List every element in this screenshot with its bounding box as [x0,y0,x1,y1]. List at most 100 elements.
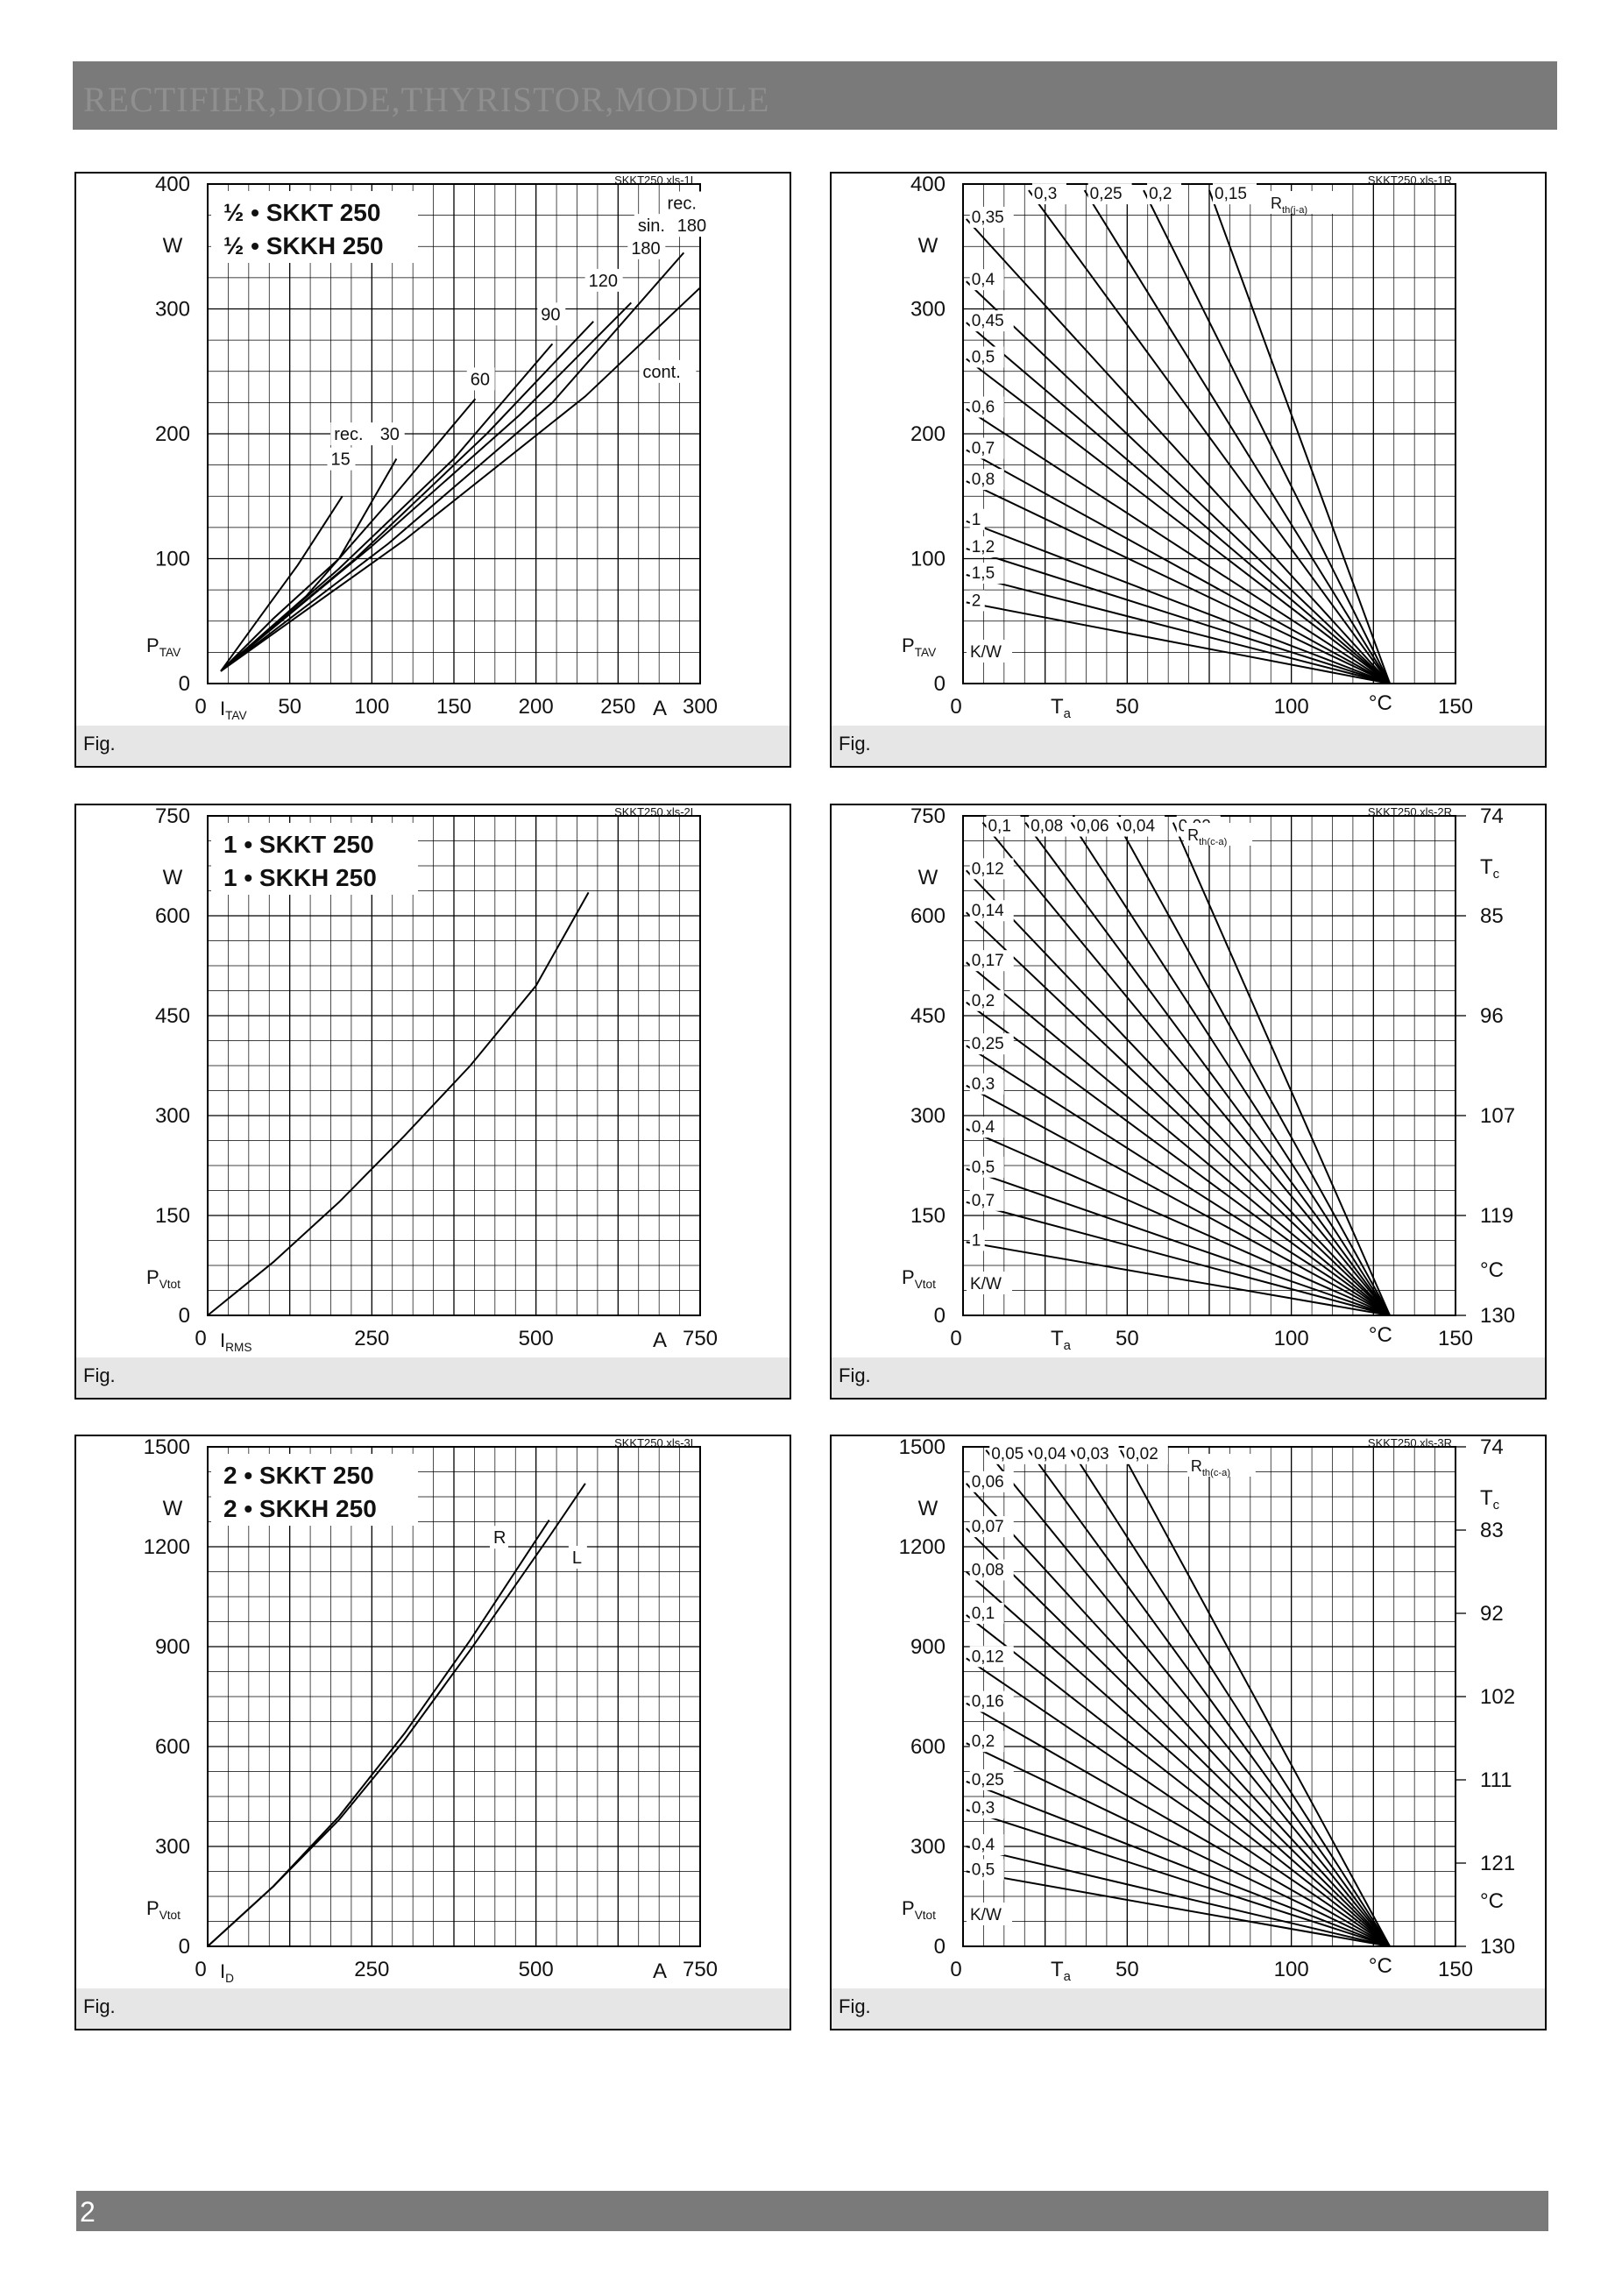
x-tick-label: 50 [1116,1958,1139,1981]
rth-label-background [969,590,985,612]
figure-caption: Fig. [76,726,790,766]
right-tick-label: 83 [1480,1519,1504,1542]
right-tick-label: 121 [1480,1852,1515,1875]
y-axis-label: PVtot [902,1897,936,1922]
rth-label-background [969,437,1004,459]
rth-line-label: 0,5 [972,349,995,367]
annotation-label: 120 [589,272,618,291]
rth-line [1208,189,1392,684]
x-tick-label: 50 [1116,1327,1139,1350]
x-axis-label: ITAV [220,698,248,722]
y-tick-label: 1200 [144,1535,190,1559]
x-tick-label: 250 [600,695,635,719]
y-tick-label: 400 [910,174,946,196]
chart-svg: SKKT250.xls-2R 0 150 300 450 600 750 0 50 100 150 W… [902,805,1515,1353]
y-tick-label: 900 [910,1635,946,1659]
rth-line-label: 0,3 [972,1799,995,1818]
rth-line [966,407,1391,684]
rth-line [966,449,1391,684]
annotation-label: 180 [631,239,660,259]
rth-line [966,322,1391,684]
rth-line [966,1657,1391,1947]
rth-line [966,1742,1391,1947]
annotation-label: L [572,1548,582,1568]
rth-line [966,1084,1391,1316]
chart-title-line: 1 • SKKT 250 [223,831,374,858]
x-unit-label: °C [1369,1323,1392,1347]
y-tick-label: 0 [179,672,190,696]
rth-label-background [969,1731,1004,1753]
right-tick-label: 130 [1480,1304,1515,1328]
rth-label-background [969,1189,1004,1211]
rth-label-background [969,1156,1004,1178]
page-number: 2 [80,2196,96,2228]
y-axis-label: PTAV [902,634,937,659]
chart-panel-power-vs-rms-current: Fig. SKKT250.xls-2L 0 150 300 450 600 750 0 250 5… [74,804,791,1400]
series-line [220,252,685,672]
file-tag-label: SKKT250.xls-3R [1368,1436,1452,1449]
rth-label-background [969,1229,985,1251]
rth-line [1116,822,1391,1316]
rth-line-label: 0,03 [1077,1445,1109,1463]
title-box [211,191,418,263]
chart-panel-power-vs-ambient-case-single: Fig. SKKT250.xls-2R 0 150 300 450 600 750 0 50 10… [830,804,1547,1400]
rth-title-background [1186,1454,1256,1477]
y-tick-label: 200 [155,422,190,446]
y-unit-label: W [163,1497,183,1520]
rth-label-background [969,1516,1014,1538]
rth-label-background [969,1033,1014,1055]
right-tick-label: 92 [1480,1602,1504,1626]
rth-line-label: 0,3 [1034,185,1057,203]
rth-line-label: 0,08 [972,1562,1004,1580]
rth-line [1070,822,1391,1316]
rth-line [966,1780,1391,1947]
y-tick-label: 750 [155,805,190,828]
x-tick-label: 50 [1116,695,1139,719]
header-title: RECTIFIER,DIODE,THYRISTOR,MODULE [83,80,770,119]
right-tick-label: 111 [1480,1768,1512,1792]
series-line [207,1483,586,1947]
y-tick-label: 0 [934,672,946,696]
rth-title-background [1184,823,1253,846]
chart-title-line: ½ • SKKT 250 [223,199,380,226]
header-bar: RECTIFIER,DIODE,THYRISTOR,MODULE [73,61,1557,130]
y-tick-label: 300 [155,298,190,322]
y-unit-label: W [918,234,938,258]
rth-line [966,1614,1391,1947]
x-tick-label: 0 [950,1958,961,1981]
y-tick-label: 750 [910,805,946,828]
figure-caption: Fig. [832,1988,1545,2029]
annotation-label: rec. [668,195,697,214]
y-tick-label: 0 [179,1935,190,1959]
rth-line-label: 0,4 [972,1836,995,1854]
rth-line-label: 0,8 [972,471,995,489]
rth-label-background [969,1834,1004,1855]
rth-line [966,218,1391,684]
annotation-background [584,268,623,292]
right-tick-label: 85 [1480,904,1504,928]
rth-line-label: 1 [972,1231,981,1250]
rth-label-background [969,950,1014,972]
x-tick-label: 250 [354,1327,389,1350]
y-tick-label: 150 [155,1204,190,1228]
rth-line-label: 1 [972,511,981,529]
rth-line [966,480,1391,684]
y-tick-label: 450 [910,1004,946,1028]
series-line [220,287,701,672]
rth-line-label: 0,25 [972,1771,1004,1789]
annotation-label: 60 [471,370,490,389]
series-line [220,458,398,672]
rth-line-label: 0,08 [1031,818,1063,836]
rth-line-label: 0,7 [972,1192,995,1210]
chart-svg: SKKT250.xls-1R 0 100 200 300 400 0 50 100 150 W PTA… [902,174,1473,721]
title-box [211,1454,418,1526]
annotation-background [639,359,697,383]
annotation-background [663,191,712,215]
rth-label-background [986,815,1021,837]
rth-line-label: 1,2 [972,538,995,556]
rth-label-background [969,310,1014,332]
x-tick-label: 250 [354,1958,389,1981]
x-tick-label: 150 [1438,1958,1473,1981]
file-tag-label: SKKT250.xls-2R [1368,805,1452,818]
y-tick-label: 1500 [144,1436,190,1459]
